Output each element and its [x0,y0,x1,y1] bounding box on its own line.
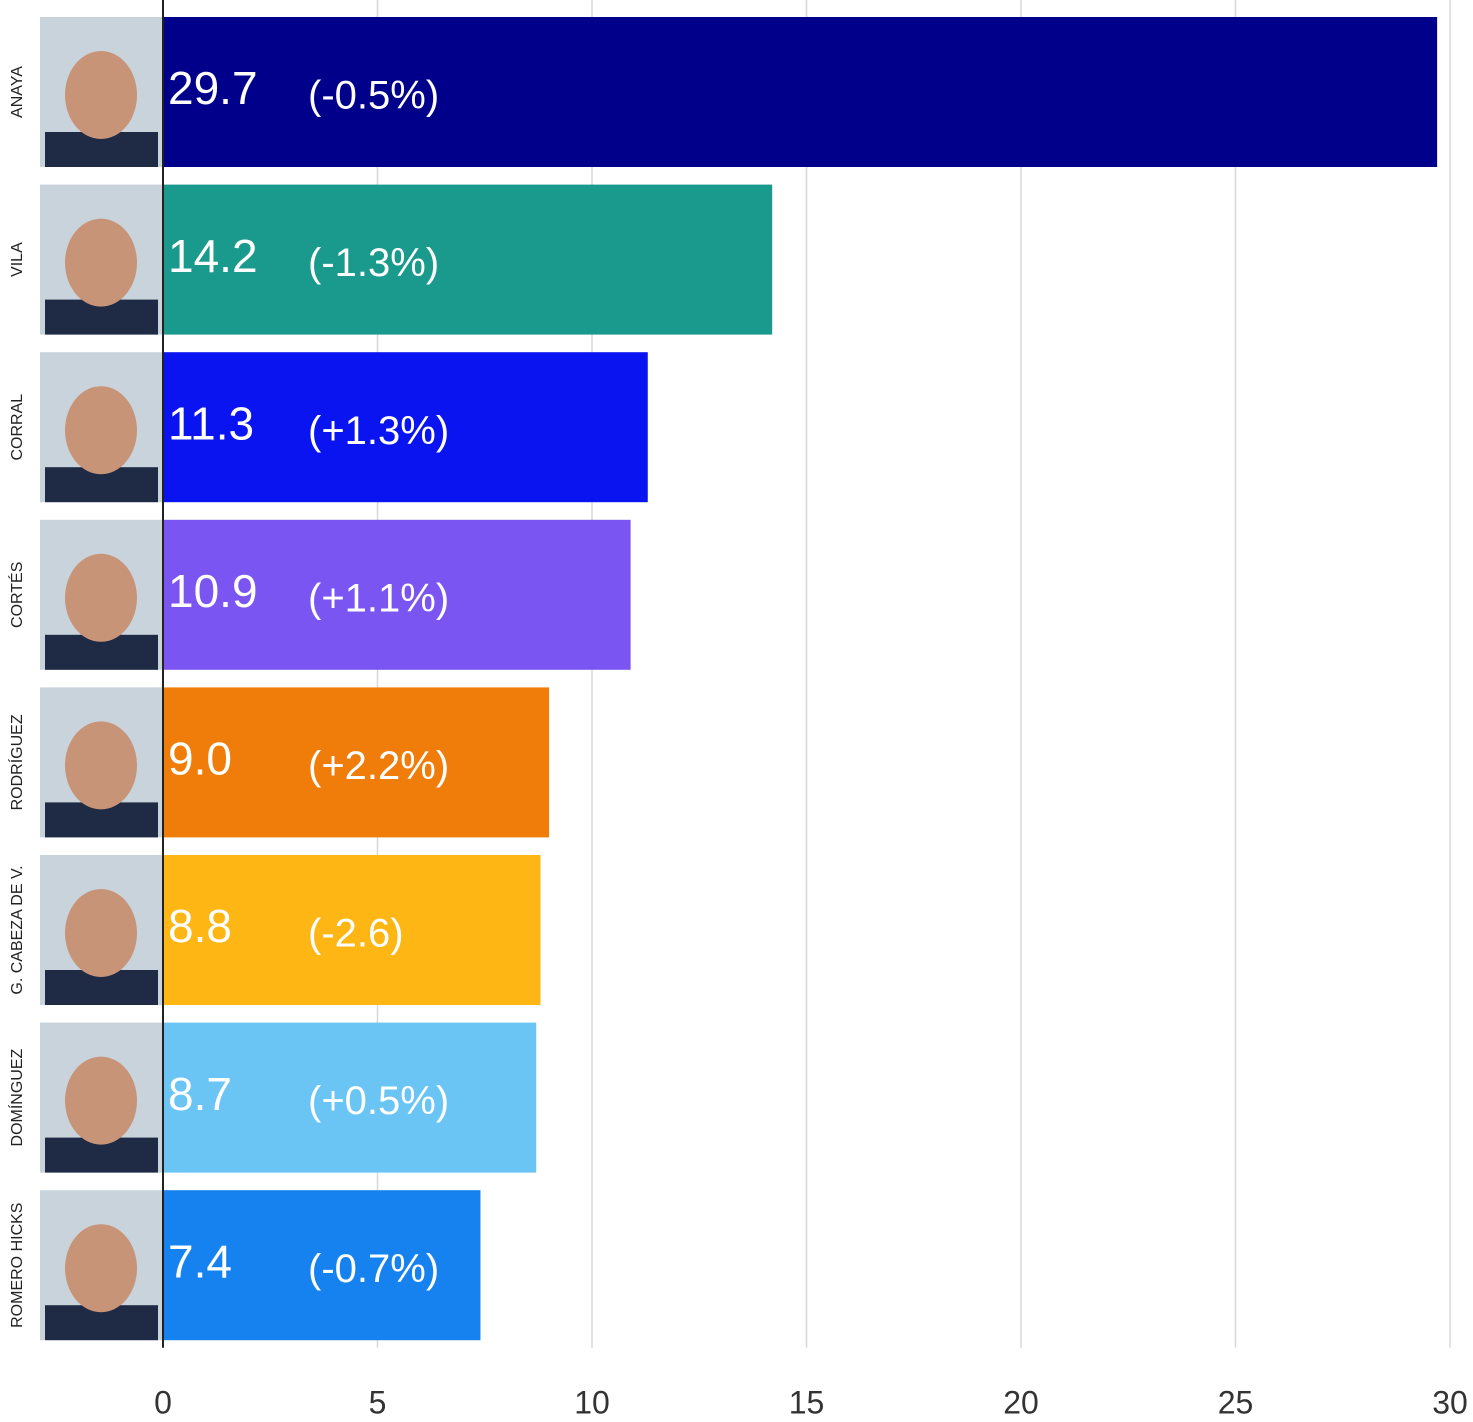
category-label: VILA [9,242,26,277]
value-label: 11.3 [168,397,254,449]
x-tick-label: 20 [1003,1384,1039,1420]
photo-face [65,51,137,139]
photo-face [65,889,137,977]
bar [163,1022,537,1173]
value-label: 7.4 [168,1235,232,1287]
value-label: 29.7 [168,62,258,114]
value-label: 8.7 [168,1068,232,1120]
photo-face [65,386,137,475]
x-tick-label: 30 [1432,1384,1468,1420]
category-label: ROMERO HICKS [9,1203,26,1328]
photo-face [65,553,137,642]
photo-face [65,1224,137,1313]
x-tick-label: 15 [789,1384,825,1420]
x-tick-label: 0 [154,1384,172,1420]
bar [163,687,550,838]
bar [163,1190,481,1341]
category-label: CORTÉS [7,562,26,628]
change-label: (+1.3%) [308,409,449,453]
bar [163,352,648,503]
bar [163,184,773,335]
category-label: G. CABEZA DE V. [9,865,26,994]
change-label: (+2.2%) [308,744,449,788]
x-tick-label: 25 [1218,1384,1254,1420]
bar [163,855,541,1005]
change-label: (-0.5%) [308,74,439,118]
value-label: 14.2 [168,230,258,282]
x-tick-label: 10 [574,1384,610,1420]
change-label: (-2.6) [308,912,404,956]
category-label: ANAYA [9,66,26,118]
bar [163,519,631,670]
value-label: 9.0 [168,733,232,785]
photo-face [65,218,137,307]
change-label: (-1.3%) [308,241,439,285]
x-tick-label: 5 [369,1384,387,1420]
category-label: CORRAL [9,394,26,461]
value-label: 10.9 [168,565,258,617]
change-label: (-0.7%) [308,1247,439,1291]
category-label: RODRÍGUEZ [7,714,26,810]
photo-face [65,721,137,810]
change-label: (+0.5%) [308,1079,449,1123]
value-label: 8.8 [168,900,232,952]
photo-face [65,1056,137,1145]
bar [163,17,1438,167]
category-label: DOMÍNGUEZ [7,1048,26,1146]
change-label: (+1.1%) [308,576,449,620]
